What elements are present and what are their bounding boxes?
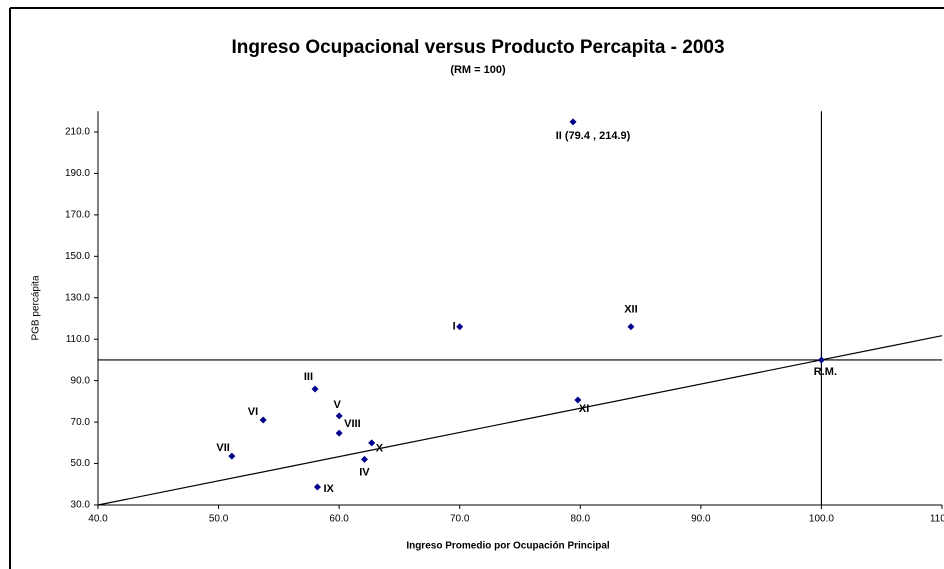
point-label: X xyxy=(376,443,384,455)
x-tick-label: 70.0 xyxy=(450,514,470,525)
x-tick-label: 60.0 xyxy=(329,514,349,525)
point xyxy=(360,455,368,463)
point-label: I xyxy=(453,321,456,333)
trendline xyxy=(97,335,943,506)
point-label: R.M. xyxy=(814,366,837,378)
y-tick-label: 150.0 xyxy=(65,251,90,262)
y-axis-label: PGB percápita xyxy=(31,275,42,340)
point-label: IV xyxy=(359,466,370,478)
point-label: VII xyxy=(216,442,229,454)
point xyxy=(335,429,343,437)
y-tick-label: 70.0 xyxy=(71,417,91,428)
y-tick-label: 210.0 xyxy=(65,127,90,138)
chart-subtitle: (RM = 100) xyxy=(450,64,506,76)
point xyxy=(259,416,267,424)
point-label: XII xyxy=(624,304,637,316)
y-tick-label: 90.0 xyxy=(71,375,91,386)
point xyxy=(313,483,321,491)
x-tick-label: 90.0 xyxy=(691,514,711,525)
x-tick-label: 50.0 xyxy=(209,514,229,525)
chart-title: Ingreso Ocupacional versus Producto Perc… xyxy=(231,37,724,58)
point-label: VI xyxy=(248,406,258,418)
point-label: III xyxy=(304,371,313,383)
x-tick-label: 100.0 xyxy=(809,514,834,525)
point xyxy=(368,439,376,447)
point xyxy=(335,412,343,420)
x-tick-label: 40.0 xyxy=(88,514,108,525)
y-tick-label: 170.0 xyxy=(65,210,90,221)
point xyxy=(228,452,236,460)
point-label: IX xyxy=(323,483,334,495)
point xyxy=(569,118,577,126)
point xyxy=(311,385,319,393)
x-axis-label: Ingreso Promedio por Ocupación Principal xyxy=(406,541,610,552)
point xyxy=(456,323,464,331)
x-tick-label: 80.0 xyxy=(571,514,591,525)
y-tick-label: 130.0 xyxy=(65,292,90,303)
y-tick-label: 190.0 xyxy=(65,168,90,179)
x-tick-label: 110.0 xyxy=(930,514,944,525)
y-tick-label: 30.0 xyxy=(71,500,91,511)
y-tick-label: 110.0 xyxy=(66,334,91,345)
point-label: II (79.4 , 214.9) xyxy=(556,130,631,142)
point xyxy=(627,323,635,331)
y-tick-label: 50.0 xyxy=(71,458,91,469)
point xyxy=(574,396,582,404)
point xyxy=(817,356,825,364)
point-label: VIII xyxy=(344,418,361,430)
point-label: XI xyxy=(579,403,589,415)
point-label: V xyxy=(333,399,341,411)
